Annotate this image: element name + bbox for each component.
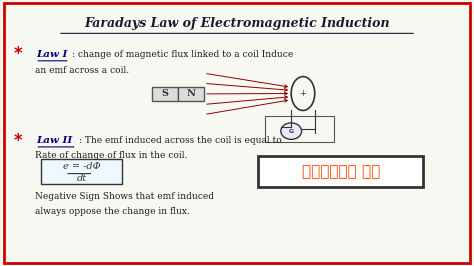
Text: +: + [300, 89, 306, 98]
Text: Faradays Law of Electromagnetic Induction: Faradays Law of Electromagnetic Inductio… [84, 18, 390, 30]
FancyBboxPatch shape [178, 87, 204, 101]
Text: an emf across a coil.: an emf across a coil. [36, 66, 129, 76]
Text: *: * [14, 131, 22, 149]
Text: : change of magnetic flux linked to a coil Induce: : change of magnetic flux linked to a co… [72, 49, 293, 59]
Text: : The emf induced across the coil is equal to: : The emf induced across the coil is equ… [79, 136, 282, 145]
Text: *: * [14, 45, 22, 63]
Text: Law I: Law I [36, 49, 68, 59]
Text: Negative Sign Shows that emf induced: Negative Sign Shows that emf induced [36, 192, 214, 201]
FancyBboxPatch shape [41, 159, 121, 184]
Text: తెలుగు లో: తెలుగు లో [301, 164, 380, 179]
Text: G: G [289, 129, 294, 134]
Text: N: N [187, 89, 195, 98]
FancyBboxPatch shape [152, 87, 178, 101]
Text: S: S [162, 89, 169, 98]
Text: Law II: Law II [36, 136, 73, 145]
Text: dt: dt [76, 174, 87, 183]
Text: always oppose the change in flux.: always oppose the change in flux. [36, 207, 190, 217]
Circle shape [281, 123, 301, 139]
Text: e = -dΦ: e = -dΦ [63, 162, 100, 171]
FancyBboxPatch shape [4, 3, 470, 263]
FancyBboxPatch shape [258, 156, 423, 187]
Text: Rate of change of flux in the coil.: Rate of change of flux in the coil. [36, 151, 188, 160]
